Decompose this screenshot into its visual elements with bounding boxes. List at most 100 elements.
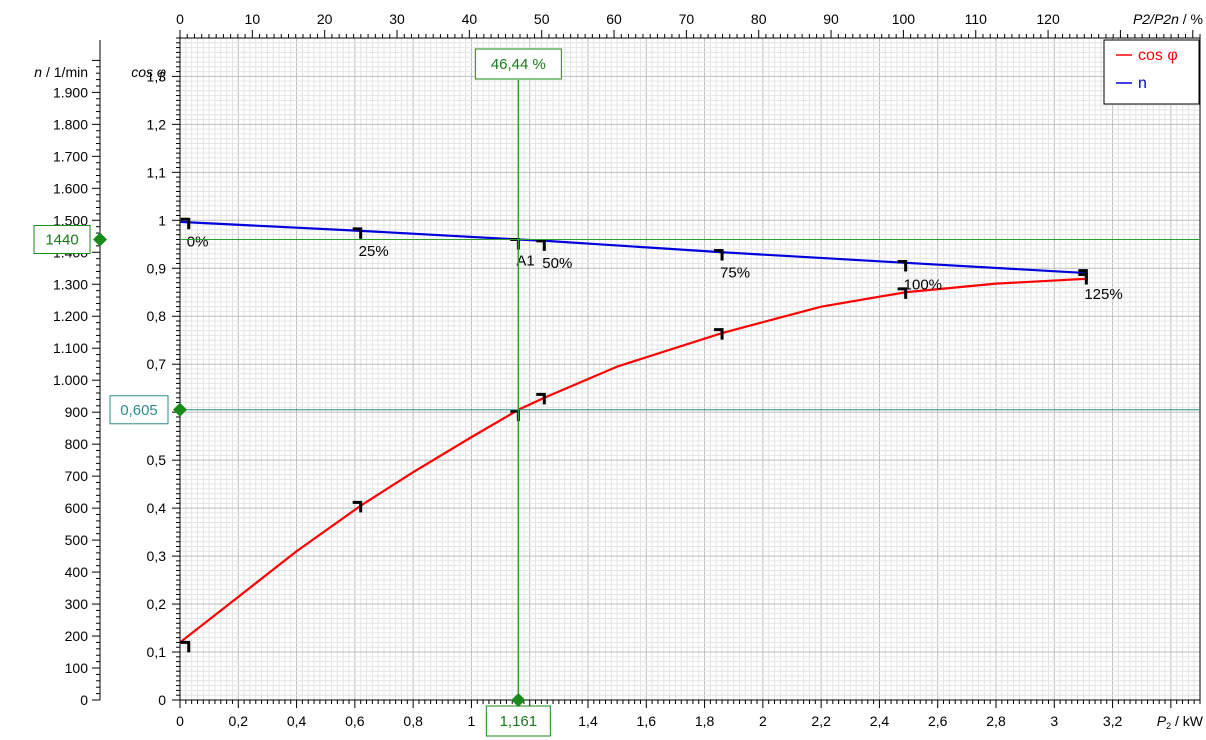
y2-tick-label: 1.000 — [53, 372, 88, 388]
x-tick-label: 2,4 — [870, 713, 890, 729]
y-tick-label: 1 — [158, 212, 166, 228]
point-marker — [897, 287, 908, 299]
series-cos-phi-line — [179, 277, 1087, 644]
x2-axis-title: P2/P2n / % — [1133, 11, 1203, 27]
y2-tick-label: 600 — [65, 500, 89, 516]
point-label: A1 — [516, 252, 534, 269]
y-tick-label: 0,5 — [147, 452, 167, 468]
point-marker — [1078, 269, 1088, 281]
y2-tick-label: 500 — [65, 532, 89, 548]
point-label: 125% — [1084, 286, 1122, 303]
x2-tick-label: 100 — [892, 11, 916, 27]
point-marker — [180, 217, 191, 230]
y2-tick-label: 100 — [65, 660, 89, 676]
y-tick-label: 1,3 — [147, 68, 167, 84]
point-label: 100% — [904, 276, 942, 293]
x2-tick-label: 90 — [823, 11, 839, 27]
x-tick-label: 3 — [1050, 713, 1058, 729]
y2-tick-label: 1.700 — [53, 148, 88, 164]
cursor: 46,44 % 1,161 0,605 1440 — [33, 48, 1200, 737]
y-tick-label: 0 — [158, 692, 166, 708]
point-marker — [536, 239, 546, 251]
point-marker — [714, 328, 724, 340]
cursor-n-label-box — [33, 224, 91, 254]
x2-tick-label: 0 — [176, 11, 184, 27]
cursor-x-handle[interactable] — [511, 693, 526, 707]
x-tick-label: 3,2 — [1103, 713, 1123, 729]
x-tick-label: 1,4 — [578, 713, 598, 729]
point-marker — [536, 392, 546, 405]
x-axis-title: P2 / kW — [1157, 713, 1204, 731]
x2-tick-label: 60 — [606, 11, 622, 27]
y2-tick-label: 400 — [65, 564, 89, 580]
point-labels: 0% 25% A1 50% 75% 100% 125% — [187, 233, 1123, 303]
point-marker — [897, 260, 908, 272]
point-label: 0% — [187, 233, 209, 250]
x2-tick-label: 110 — [965, 11, 988, 27]
point-marker — [352, 500, 363, 513]
y-tick-label: 1,2 — [147, 116, 167, 132]
point-marker — [352, 227, 363, 239]
point-marker — [510, 409, 520, 422]
y2-tick-label: 1.600 — [53, 180, 88, 196]
x-tick-label: 1 — [468, 713, 476, 729]
point-marker — [714, 248, 724, 261]
cursor-x-label-box — [485, 705, 551, 737]
x-tick-label: 0,8 — [403, 713, 423, 729]
x2-tick-label: 10 — [245, 11, 261, 27]
x2-tick-label: 80 — [751, 11, 767, 27]
point-label: 75% — [720, 264, 750, 281]
y2-tick-label: 1.500 — [53, 212, 88, 228]
x2-tick-label: 50 — [534, 11, 550, 27]
y2-tick-label: 0 — [80, 692, 88, 708]
legend-box — [1103, 39, 1200, 105]
cursor-cos-label-box — [109, 395, 169, 425]
y2-tick-label: 1.300 — [53, 276, 88, 292]
y2-axis-title: n / 1/min — [34, 64, 88, 80]
x-tick-label: 2,2 — [811, 713, 831, 729]
y-tick-label: 1,1 — [147, 164, 167, 180]
legend-item-cos-phi[interactable]: cos φ — [1138, 47, 1178, 64]
x2-tick-label: 70 — [679, 11, 695, 27]
x-tick-label: 1,6 — [637, 713, 657, 729]
x-tick-label: 0,2 — [229, 713, 249, 729]
point-marker — [180, 640, 191, 653]
y2-tick-label: 200 — [65, 628, 89, 644]
cursor-cos-handle[interactable] — [173, 402, 187, 417]
cursor-cos-label: 0,605 — [120, 402, 158, 419]
x-tick-label: 0 — [176, 713, 184, 729]
cursor-top-label-box — [474, 48, 562, 80]
y-tick-label: 0,2 — [147, 596, 167, 612]
cursor-n-handle[interactable] — [93, 232, 107, 247]
point-label: 25% — [359, 243, 389, 260]
y2-tick-label: 1.900 — [53, 84, 88, 100]
y-tick-label: 0,4 — [147, 500, 167, 516]
y2-tick-label: 1.100 — [53, 340, 88, 356]
y2-tick-label: 800 — [65, 436, 89, 452]
y-axis-title: cos φ — [131, 64, 166, 80]
grid — [179, 37, 1201, 701]
y-tick-label: 0,1 — [147, 644, 167, 660]
y2-tick-label: 1.200 — [53, 308, 88, 324]
y-tick-label: 0,3 — [147, 548, 167, 564]
x2-tick-label: 30 — [389, 11, 405, 27]
x-tick-label: 0,4 — [287, 713, 307, 729]
x-tick-label: 2 — [759, 713, 767, 729]
cursor-n-label: 1440 — [45, 231, 78, 248]
y2-tick-label: 1.800 — [53, 116, 88, 132]
legend-item-n[interactable]: n — [1138, 75, 1147, 92]
curves — [179, 217, 1088, 653]
cursor-x-label: 1,161 — [500, 713, 538, 730]
y2-tick-label: 900 — [65, 404, 89, 420]
x-tick-label: 1,8 — [695, 713, 715, 729]
y-tick-label: 0,8 — [147, 308, 167, 324]
point-label: 50% — [542, 255, 572, 272]
x-tick-label: 2,8 — [986, 713, 1006, 729]
cursor-top-label: 46,44 % — [491, 56, 546, 73]
y-tick-label: 0,9 — [147, 260, 167, 276]
x2-tick-label: 40 — [462, 11, 478, 27]
legend[interactable]: cos φ n — [1103, 39, 1200, 105]
x2-tick-label: 120 — [1036, 11, 1060, 27]
y-tick-label: 0,7 — [147, 356, 167, 372]
x-tick-label: 2,6 — [928, 713, 948, 729]
